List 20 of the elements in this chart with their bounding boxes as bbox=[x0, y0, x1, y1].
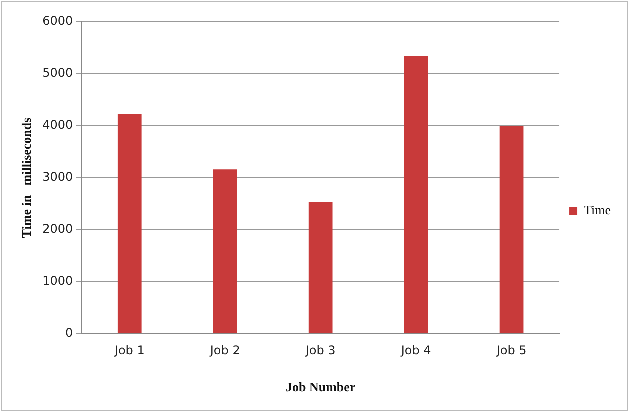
bar bbox=[308, 202, 333, 334]
bar bbox=[404, 56, 428, 334]
x-tick-label: Job 3 bbox=[304, 343, 336, 358]
y-axis-title: Time in milliseconds bbox=[19, 118, 34, 238]
bar bbox=[118, 114, 142, 334]
y-tick-label: 2000 bbox=[42, 222, 74, 236]
x-tick-label: Job 1 bbox=[114, 343, 145, 358]
bar bbox=[213, 170, 238, 334]
x-tick-label: Job 2 bbox=[209, 343, 240, 358]
legend-label: Time bbox=[584, 202, 612, 218]
y-tick-label: 6000 bbox=[42, 14, 74, 28]
y-tick-label: 0 bbox=[66, 326, 74, 340]
x-tick-label: Job 4 bbox=[400, 343, 432, 358]
y-tick-label: 1000 bbox=[42, 274, 74, 288]
bar bbox=[500, 126, 524, 334]
x-tick-label: Job 5 bbox=[496, 343, 527, 358]
y-tick-label: 5000 bbox=[42, 66, 74, 80]
x-axis-title: Job Number bbox=[286, 380, 356, 395]
y-tick-label: 4000 bbox=[42, 118, 74, 132]
y-tick-label: 3000 bbox=[42, 170, 74, 184]
